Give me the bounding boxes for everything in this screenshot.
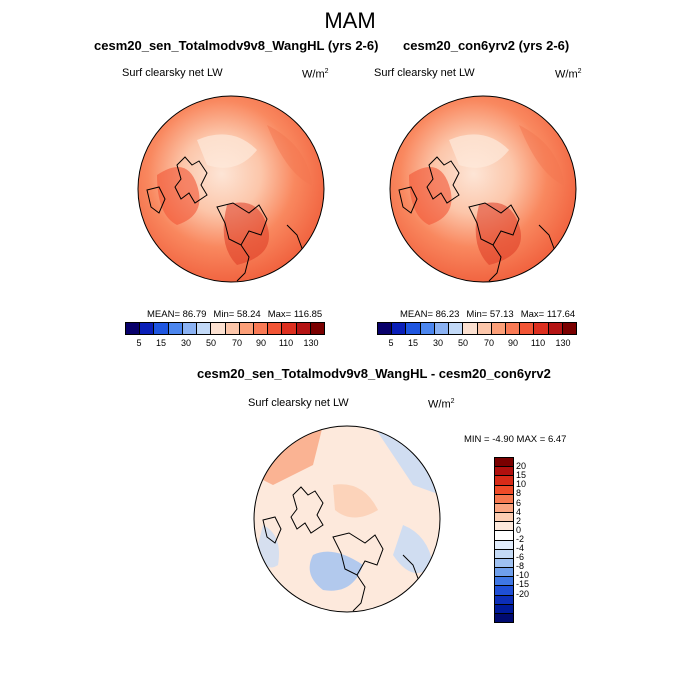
colorbar-swatch: [505, 323, 521, 334]
colorbar-swatch: [477, 323, 492, 334]
left-stats: MEAN= 86.79 Min= 58.24 Max= 116.85: [147, 309, 323, 320]
colorbar-swatch: [495, 531, 513, 541]
colorbar-swatch: [282, 323, 297, 334]
diff-colorbar-ticks: 20 15 10 8 6 4 2 0 -2 -4 -6 -8 -10 -15 -…: [516, 457, 556, 621]
colorbar-swatch: [495, 613, 513, 623]
diff-tick-14: -20: [516, 588, 530, 599]
left-tick-1: 15: [155, 338, 167, 348]
right-tick-0: 5: [388, 338, 394, 348]
left-variable-label: Surf clearsky net LW: [122, 67, 223, 79]
diff-variable-label: Surf clearsky net LW: [248, 397, 349, 409]
left-polar-map: [137, 95, 325, 283]
colorbar-swatch: [182, 323, 198, 334]
colorbar-swatch: [463, 323, 478, 334]
diff-tick-6: 2: [516, 515, 522, 526]
colorbar-swatch: [434, 323, 450, 334]
colorbar-swatch: [495, 558, 513, 569]
diff-stats: MIN = -4.90 MAX = 6.47: [464, 434, 567, 445]
figure-title: MAM: [324, 8, 376, 33]
colorbar-swatch: [197, 323, 212, 334]
colorbar-swatch: [548, 323, 563, 334]
left-panel-title: cesm20_sen_Totalmodv9v8_WangHL (yrs 2-6): [94, 38, 379, 53]
left-tick-4: 70: [231, 338, 243, 348]
colorbar-swatch: [534, 323, 549, 334]
colorbar-swatch: [495, 467, 513, 477]
right-tick-1: 15: [407, 338, 419, 348]
colorbar-swatch: [495, 549, 513, 559]
right-colorbar: [377, 322, 577, 335]
colorbar-swatch: [168, 323, 183, 334]
diff-colorbar: [494, 457, 514, 623]
right-tick-3: 50: [457, 338, 469, 348]
left-colorbar-ticks: 5 15 30 50 70 90 110 130: [0, 338, 700, 350]
diff-tick-1: 15: [516, 470, 527, 481]
colorbar-swatch: [495, 568, 513, 578]
left-colorbar: [125, 322, 325, 335]
colorbar-swatch: [310, 323, 325, 334]
diff-tick-0: 20: [516, 461, 527, 472]
colorbar-swatch: [495, 476, 513, 486]
colorbar-swatch: [140, 323, 155, 334]
colorbar-swatch: [495, 595, 513, 605]
colorbar-swatch: [495, 503, 513, 514]
diff-units-label: W/m2: [428, 398, 455, 411]
right-tick-7: 130: [555, 338, 571, 348]
colorbar-swatch: [495, 522, 513, 532]
diff-tick-13: -15: [516, 579, 530, 590]
left-tick-2: 30: [180, 338, 192, 348]
colorbar-swatch: [420, 323, 435, 334]
left-tick-5: 90: [255, 338, 267, 348]
right-units-label: W/m2: [555, 68, 582, 81]
right-variable-label: Surf clearsky net LW: [374, 67, 475, 79]
colorbar-swatch: [154, 323, 169, 334]
colorbar-swatch: [491, 323, 506, 334]
left-tick-3: 50: [205, 338, 217, 348]
colorbar-swatch: [495, 604, 513, 614]
right-tick-6: 110: [530, 338, 546, 348]
colorbar-swatch: [495, 540, 513, 550]
right-stats: MEAN= 86.23 Min= 57.13 Max= 117.64: [400, 309, 576, 320]
colorbar-swatch: [495, 577, 513, 587]
colorbar-swatch: [296, 323, 311, 334]
left-units-label: W/m2: [302, 68, 329, 81]
colorbar-swatch: [495, 586, 513, 596]
diff-tick-2: 10: [516, 479, 527, 490]
colorbar-swatch: [378, 323, 393, 334]
diff-tick-4: 6: [516, 497, 522, 508]
colorbar-swatch: [239, 323, 254, 334]
diff-tick-12: -10: [516, 570, 530, 581]
diff-polar-map: [253, 425, 441, 613]
left-tick-0: 5: [136, 338, 142, 348]
left-tick-7: 130: [303, 338, 319, 348]
colorbar-swatch: [253, 323, 269, 334]
colorbar-swatch: [406, 323, 421, 334]
diff-panel-title: cesm20_sen_Totalmodv9v8_WangHL - cesm20_…: [197, 366, 551, 381]
diff-tick-11: -8: [516, 561, 525, 572]
colorbar-swatch: [562, 323, 577, 334]
colorbar-swatch: [495, 485, 513, 495]
diff-tick-7: 0: [516, 524, 522, 535]
colorbar-swatch: [126, 323, 141, 334]
colorbar-swatch: [520, 323, 535, 334]
diff-tick-9: -4: [516, 543, 525, 553]
right-tick-5: 90: [507, 338, 519, 348]
right-panel-title: cesm20_con6yrv2 (yrs 2-6): [403, 38, 570, 53]
colorbar-swatch: [268, 323, 283, 334]
diff-tick-8: -2: [516, 533, 525, 544]
right-tick-4: 70: [483, 338, 495, 348]
diff-tick-10: -6: [516, 552, 525, 563]
right-polar-map: [389, 95, 577, 283]
colorbar-swatch: [449, 323, 464, 334]
diff-tick-3: 8: [516, 488, 522, 499]
colorbar-swatch: [225, 323, 240, 334]
colorbar-swatch: [392, 323, 407, 334]
right-colorbar-ticks: 5 15 30 50 70 90 110 130: [0, 338, 700, 350]
diff-tick-5: 4: [516, 506, 522, 517]
left-tick-6: 110: [278, 338, 294, 348]
colorbar-swatch: [495, 458, 513, 468]
right-tick-2: 30: [432, 338, 444, 348]
colorbar-swatch: [495, 494, 513, 504]
colorbar-swatch: [495, 513, 513, 523]
colorbar-swatch: [211, 323, 226, 334]
